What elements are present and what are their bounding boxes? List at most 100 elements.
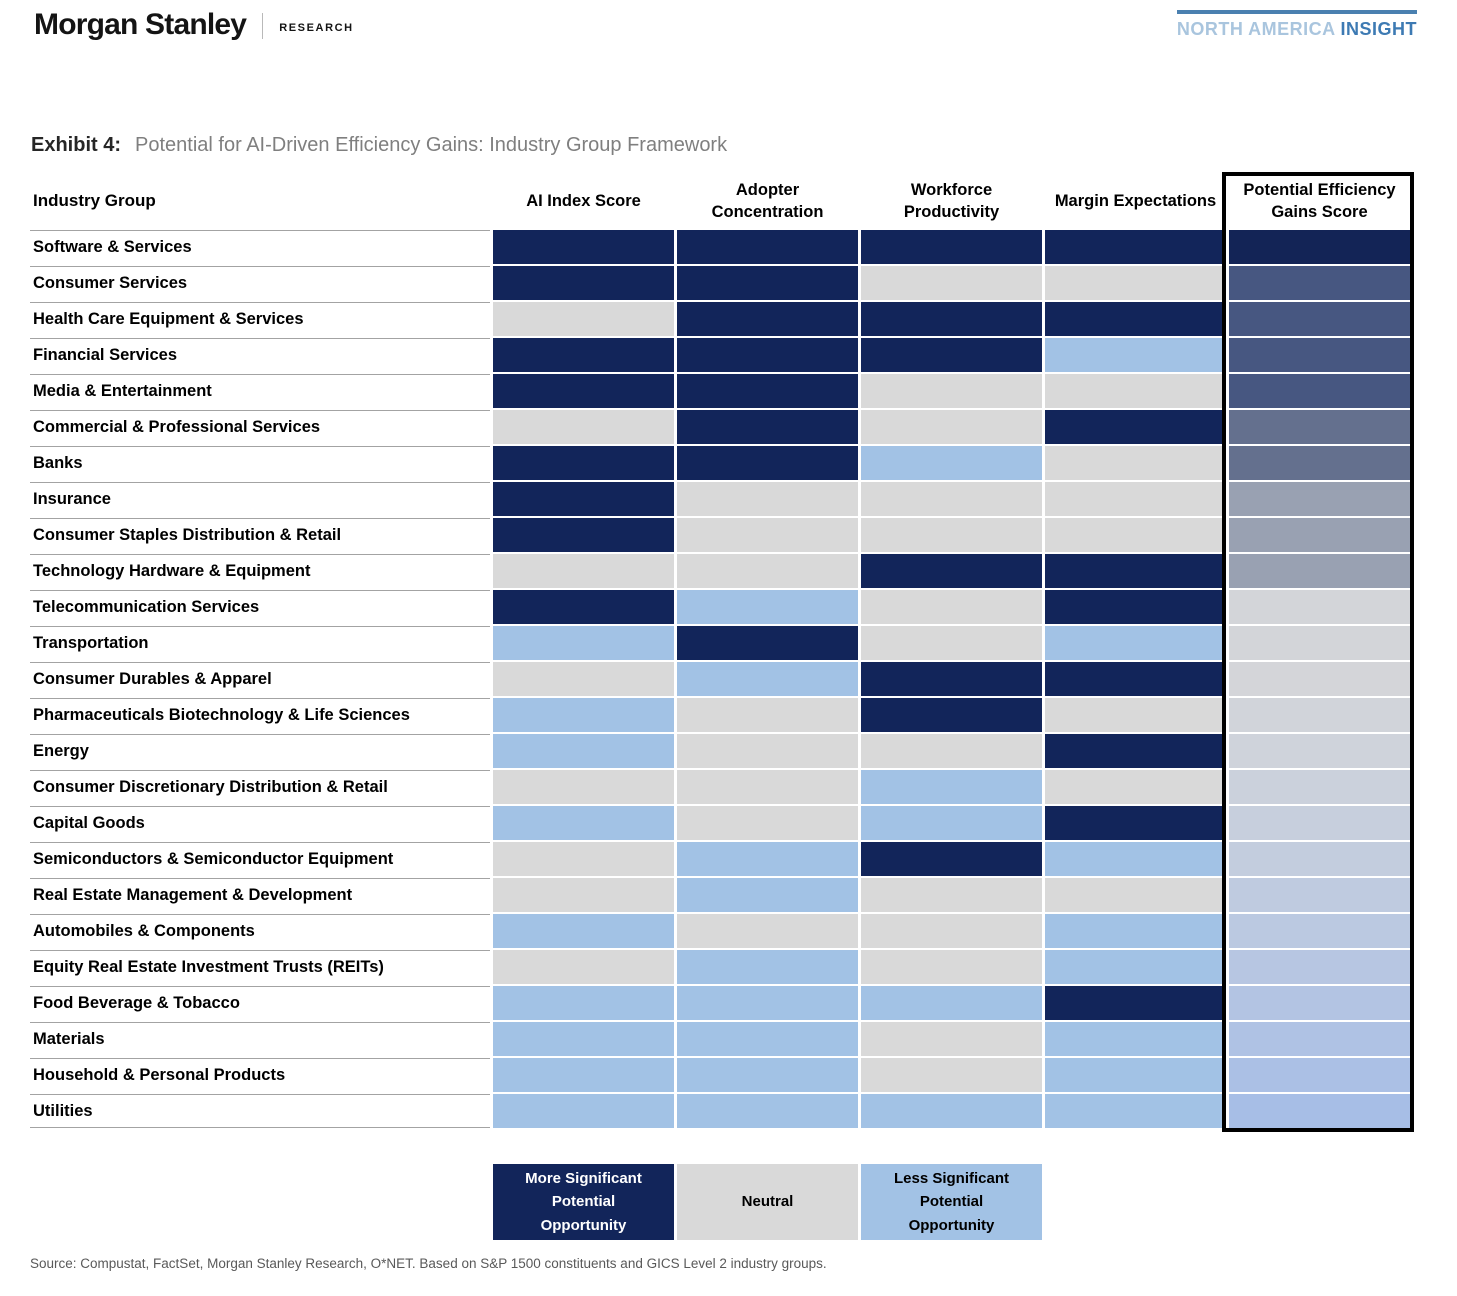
score-cell — [1229, 806, 1410, 840]
column-header-potential-efficiency-gains-score: Potential Efficiency Gains Score — [1243, 180, 1396, 221]
table-body: Software & Services Consumer Services Heal… — [30, 230, 1410, 1128]
score-cell — [1229, 1022, 1410, 1056]
score-cell — [1229, 878, 1410, 912]
table-row: Software & Services — [30, 230, 1410, 264]
insight-banner: NORTH AMERICA INSIGHT — [1176, 10, 1417, 40]
heat-cell-less — [493, 698, 674, 732]
industry-label: Utilities — [30, 1094, 490, 1128]
heat-cell-neutral — [861, 950, 1042, 984]
heat-cell-less — [677, 1058, 858, 1092]
score-cell — [1229, 446, 1410, 480]
industry-label: Banks — [30, 446, 490, 480]
heat-cell-neutral — [1045, 374, 1226, 408]
brand-bar: Morgan Stanley RESEARCH — [34, 8, 354, 42]
table-row: Banks — [30, 446, 1410, 480]
heat-cell-more — [677, 374, 858, 408]
table-row: Consumer Services — [30, 266, 1410, 300]
heat-cell-less — [677, 950, 858, 984]
heat-cell-neutral — [677, 734, 858, 768]
heat-cell-more — [677, 302, 858, 336]
industry-label: Materials — [30, 1022, 490, 1056]
heat-cell-more — [861, 662, 1042, 696]
industry-label: Consumer Discretionary Distribution & Re… — [30, 770, 490, 804]
heat-cell-neutral — [861, 410, 1042, 444]
heat-cell-more — [1045, 410, 1226, 444]
table-row: Equity Real Estate Investment Trusts (RE… — [30, 950, 1410, 984]
column-header-margin-expectations: Margin Expectations — [1054, 191, 1217, 210]
heat-cell-neutral — [493, 770, 674, 804]
score-cell — [1229, 230, 1410, 264]
heat-cell-more — [493, 266, 674, 300]
heat-cell-less — [861, 770, 1042, 804]
heat-cell-less — [1045, 950, 1226, 984]
heat-cell-neutral — [1045, 482, 1226, 516]
column-header-ai-index-score: AI Index Score — [526, 191, 641, 210]
industry-label: Insurance — [30, 482, 490, 516]
heat-cell-neutral — [861, 878, 1042, 912]
heat-cell-less — [493, 986, 674, 1020]
heat-cell-neutral — [861, 914, 1042, 948]
industry-label: Pharmaceuticals Biotechnology & Life Sci… — [30, 698, 490, 732]
industry-label: Food Beverage & Tobacco — [30, 986, 490, 1020]
heat-cell-more — [677, 410, 858, 444]
heat-cell-more — [493, 338, 674, 372]
score-cell — [1229, 1058, 1410, 1092]
brand-division-label: RESEARCH — [279, 22, 354, 34]
table-row: Semiconductors & Semiconductor Equipment — [30, 842, 1410, 876]
heat-cell-neutral — [861, 734, 1042, 768]
industry-label: Automobiles & Components — [30, 914, 490, 948]
table-row: Media & Entertainment — [30, 374, 1410, 408]
legend: More Significant Potential Opportunity N… — [493, 1164, 1042, 1240]
heat-cell-more — [861, 698, 1042, 732]
table-row: Energy — [30, 734, 1410, 768]
banner-region-label: NORTH AMERICA — [1176, 19, 1341, 39]
heat-cell-more — [493, 230, 674, 264]
score-cell — [1229, 986, 1410, 1020]
score-cell — [1229, 518, 1410, 552]
heat-cell-neutral — [861, 590, 1042, 624]
heat-cell-more — [677, 338, 858, 372]
heat-cell-less — [493, 1058, 674, 1092]
industry-label: Semiconductors & Semiconductor Equipment — [30, 842, 490, 876]
heat-cell-more — [493, 482, 674, 516]
table-row: Capital Goods — [30, 806, 1410, 840]
heat-cell-less — [1045, 1058, 1226, 1092]
score-cell — [1229, 554, 1410, 588]
heat-cell-neutral — [677, 806, 858, 840]
industry-label: Transportation — [30, 626, 490, 660]
heat-cell-more — [677, 626, 858, 660]
table-row: Utilities — [30, 1094, 1410, 1128]
industry-label: Equity Real Estate Investment Trusts (RE… — [30, 950, 490, 984]
table-row: Household & Personal Products — [30, 1058, 1410, 1092]
heat-cell-more — [493, 590, 674, 624]
industry-label: Real Estate Management & Development — [30, 878, 490, 912]
heat-cell-more — [861, 554, 1042, 588]
page-title: Potential for AI-Driven Efficiency Gains… — [135, 134, 728, 156]
heat-cell-neutral — [861, 1022, 1042, 1056]
table-row: Consumer Staples Distribution & Retail — [30, 518, 1410, 552]
heat-cell-more — [1045, 662, 1226, 696]
heat-cell-less — [1045, 626, 1226, 660]
heat-cell-less — [493, 914, 674, 948]
heat-cell-neutral — [1045, 446, 1226, 480]
legend-more-significant: More Significant Potential Opportunity — [493, 1164, 674, 1240]
table-row: Pharmaceuticals Biotechnology & Life Sci… — [30, 698, 1410, 732]
heat-cell-neutral — [677, 554, 858, 588]
table-row: Automobiles & Components — [30, 914, 1410, 948]
heat-cell-neutral — [677, 698, 858, 732]
industry-label: Technology Hardware & Equipment — [30, 554, 490, 588]
table-row: Insurance — [30, 482, 1410, 516]
score-cell — [1229, 842, 1410, 876]
heat-cell-neutral — [493, 950, 674, 984]
heat-cell-neutral — [677, 482, 858, 516]
heat-cell-more — [861, 230, 1042, 264]
heat-cell-less — [677, 842, 858, 876]
heat-cell-neutral — [677, 770, 858, 804]
table-row: Financial Services — [30, 338, 1410, 372]
heat-cell-less — [1045, 914, 1226, 948]
heat-cell-less — [677, 986, 858, 1020]
heat-cell-neutral — [677, 518, 858, 552]
source-note: Source: Compustat, FactSet, Morgan Stanl… — [30, 1256, 827, 1271]
industry-label: Media & Entertainment — [30, 374, 490, 408]
heat-cell-less — [861, 446, 1042, 480]
